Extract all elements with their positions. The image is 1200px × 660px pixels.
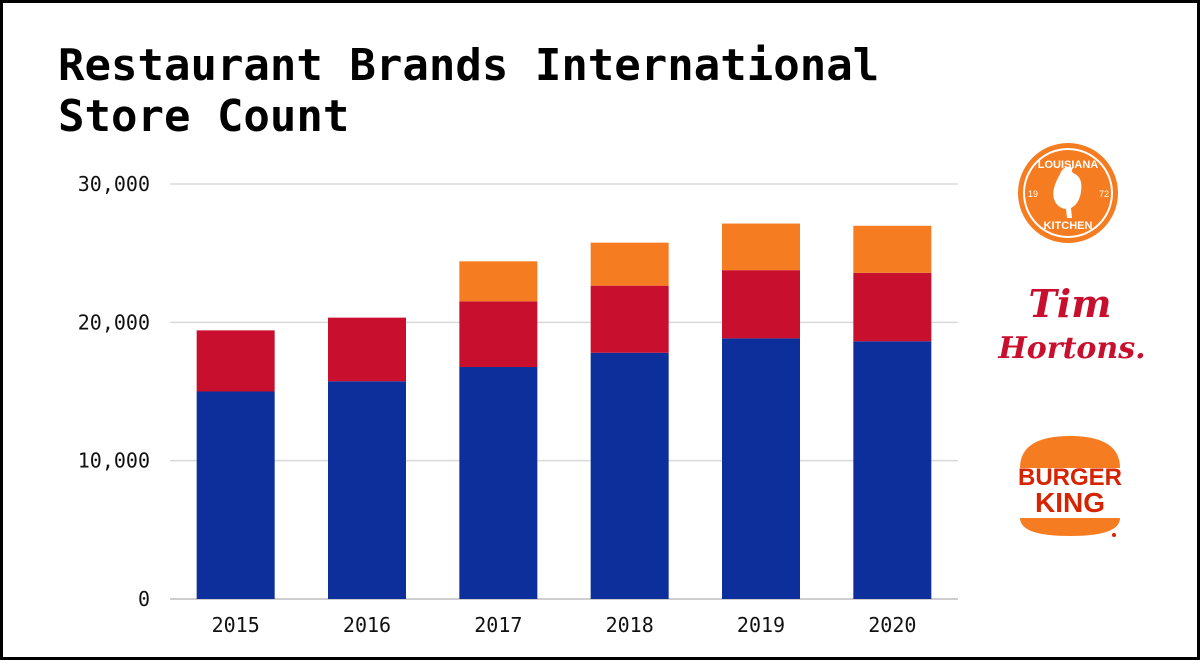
popeyes-logo-icon: LOUISIANA KITCHEN 19 72 (1018, 143, 1118, 243)
bar-tim-hortons-2018 (590, 285, 669, 353)
chart-title-line-1: Restaurant Brands International (58, 40, 880, 91)
bar-burger-king-2017 (459, 367, 538, 599)
tim-hortons-logo-icon: Tim Hortons. (997, 281, 1145, 366)
bar-popeyes-2019 (722, 223, 800, 271)
x-tick-label: 2016 (343, 613, 391, 637)
x-axis-labels: 2015 2016 2017 2018 2019 2020 (212, 613, 917, 637)
bar-tim-hortons-2019 (722, 270, 800, 339)
tim-hortons-line-1: Tim (1029, 281, 1112, 326)
x-tick-label: 2020 (868, 613, 916, 637)
popeyes-bottom-text: KITCHEN (1044, 220, 1093, 232)
y-tick-label: 10,000 (78, 449, 150, 473)
x-tick-label: 2019 (737, 613, 785, 637)
bar-burger-king-2015 (196, 391, 275, 599)
bar-burger-king-2016 (328, 381, 406, 599)
y-axis-labels: 0 10,000 20,000 30,000 (78, 172, 150, 611)
x-tick-label: 2015 (212, 613, 260, 637)
x-tick-label: 2018 (606, 613, 654, 637)
bar-popeyes-2020 (853, 225, 932, 273)
popeyes-year-left: 19 (1028, 189, 1038, 199)
chart-title-line-2: Store Count (58, 91, 350, 142)
x-tick-label: 2017 (474, 613, 522, 637)
bar-tim-hortons-2015 (196, 330, 275, 392)
tim-hortons-line-2: Hortons. (997, 331, 1145, 366)
bar-tim-hortons-2017 (459, 301, 538, 368)
y-tick-label: 0 (138, 587, 150, 611)
popeyes-year-right: 72 (1099, 189, 1109, 199)
bar-popeyes-2017 (459, 261, 538, 302)
chart-title: Restaurant Brands International Store Co… (58, 40, 879, 142)
y-tick-label: 20,000 (78, 310, 150, 334)
y-tick-label: 30,000 (78, 172, 150, 196)
bar-burger-king-2018 (590, 352, 669, 599)
bar-popeyes-2018 (590, 242, 669, 286)
bar-tim-hortons-2016 (328, 317, 406, 382)
burger-king-logo-icon: BURGER KING (1018, 436, 1122, 537)
burger-king-line-1: BURGER (1018, 464, 1122, 491)
bar-tim-hortons-2020 (853, 272, 932, 342)
bar-burger-king-2020 (853, 341, 932, 599)
grid-lines (170, 183, 958, 600)
burger-king-line-2: KING (1035, 487, 1105, 518)
bars (196, 223, 932, 599)
bar-burger-king-2019 (722, 338, 800, 599)
popeyes-top-text: LOUISIANA (1038, 159, 1099, 171)
